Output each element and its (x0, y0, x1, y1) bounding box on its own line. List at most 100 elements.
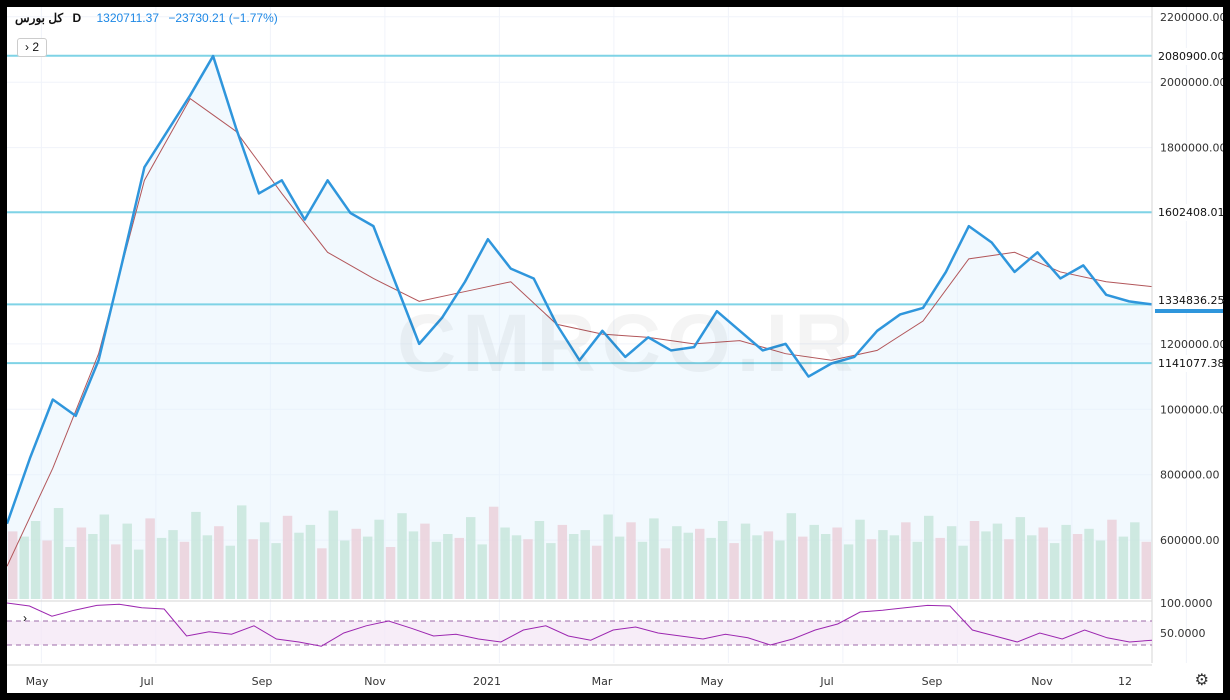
volume-bar (591, 545, 602, 599)
watermark: CMRCO.IR (397, 297, 860, 391)
volume-bar (88, 534, 98, 599)
volume-bar (488, 506, 499, 599)
volume-bar (649, 518, 659, 599)
volume-bar (408, 531, 419, 599)
volume-bar (214, 526, 224, 599)
price-tick-label: 800000.00 (1160, 469, 1220, 482)
rsi-line (7, 602, 1153, 647)
price-line (7, 54, 1153, 525)
chart-legend[interactable]: کل بورس D 1320711.37 −23730.21 (−1.77%) (15, 11, 284, 25)
price-tick-label: 2000000.00 (1160, 76, 1223, 89)
volume-bar (1141, 541, 1151, 599)
legend-timeframe: D (72, 11, 82, 25)
volume-bar (1004, 539, 1014, 599)
chart-panel: 2200000.002000000.001800000.001600000.00… (7, 7, 1224, 693)
level-price-tag: 1602408.01 (1155, 204, 1224, 222)
volume-bar (1015, 517, 1026, 599)
volume-bar (1038, 527, 1048, 599)
volume-bar (843, 544, 854, 599)
volume-bar (168, 530, 178, 599)
volume-bar (569, 534, 579, 599)
chart-canvas: 2200000.002000000.001800000.001600000.00… (7, 7, 1223, 688)
volume-bar (133, 549, 144, 599)
volume-bar (248, 539, 258, 599)
volume-bar (385, 547, 396, 599)
volume-bar (523, 539, 533, 599)
volume-bar (992, 523, 1003, 599)
price-area (7, 56, 1152, 599)
volume-bar (1084, 528, 1094, 599)
time-tick-label: May (26, 675, 49, 688)
volume-bar (763, 531, 774, 599)
volume-bar (660, 548, 671, 599)
volume-bar (179, 541, 190, 599)
volume-bar (1072, 534, 1083, 599)
volume-bar (969, 521, 980, 599)
volume-bar (1130, 522, 1140, 599)
volume-bar (958, 545, 968, 599)
price-tick-label: 1800000.00 (1160, 142, 1223, 155)
volume-bar (1061, 524, 1071, 599)
volume-bar (202, 535, 213, 599)
volume-bar (282, 515, 293, 599)
volume-bar (328, 510, 339, 599)
volume-bar (30, 521, 41, 599)
volume-bar (534, 521, 545, 599)
volume-bar (156, 537, 167, 599)
volume-bar (294, 532, 304, 599)
volume-bar (557, 524, 568, 599)
time-tick-label: Nov (1031, 675, 1053, 688)
volume-bar (775, 540, 785, 599)
volume-bar (820, 534, 831, 599)
volume-bar (889, 535, 900, 599)
volume-bar (317, 548, 327, 599)
volume-bar (374, 519, 384, 599)
volume-bar (683, 532, 693, 599)
volume-bar (672, 526, 682, 599)
legend-symbol: کل بورس (15, 11, 64, 25)
volume-bar (420, 523, 430, 599)
volume-bar (614, 536, 625, 599)
pane-collapse-button[interactable]: › (23, 611, 27, 625)
volume-bar (271, 543, 281, 599)
volume-bar (832, 527, 842, 599)
volume-bar (580, 530, 590, 599)
volume-bar (76, 527, 87, 599)
volume-bar (53, 508, 64, 599)
price-tick-label: 1000000.00 (1160, 403, 1223, 416)
price-tick-label: 1200000.00 (1160, 338, 1223, 351)
volume-bar (225, 545, 235, 599)
rsi-tick-label: 50.0000 (1160, 627, 1206, 640)
volume-bar (362, 536, 373, 599)
volume-bar (477, 544, 487, 599)
volume-bar (500, 527, 510, 599)
volume-bar (866, 539, 877, 599)
volume-bar (397, 513, 407, 599)
volume-bar (65, 547, 75, 599)
volume-bar (901, 522, 911, 599)
settings-gear-icon[interactable]: ⚙ (1194, 672, 1209, 689)
level-price-tag: 2080900.00 (1155, 47, 1224, 65)
volume-bar (1118, 536, 1129, 599)
volume-bar (752, 535, 762, 599)
volume-bar (466, 517, 476, 599)
rsi-band (7, 621, 1152, 645)
volume-bar (695, 528, 705, 599)
volume-bar (717, 521, 728, 599)
volume-bar (259, 522, 270, 599)
legend-change: −23730.21 (−1.77%) (168, 11, 278, 25)
indicators-collapse-button[interactable]: › 2 (17, 38, 47, 57)
volume-bar (454, 537, 464, 599)
volume-bar (1049, 543, 1060, 599)
volume-bar (809, 524, 819, 599)
rsi-tick-label: 100.0000 (1160, 597, 1213, 610)
volume-bar (740, 523, 751, 599)
volume-bar (935, 537, 945, 599)
volume-bar (1107, 519, 1117, 599)
volume-bar (637, 541, 648, 599)
volume-bar (351, 528, 361, 599)
volume-bar (924, 515, 934, 599)
volume-bar (340, 540, 350, 599)
volume-bar (981, 531, 991, 599)
volume-bar (626, 522, 636, 599)
